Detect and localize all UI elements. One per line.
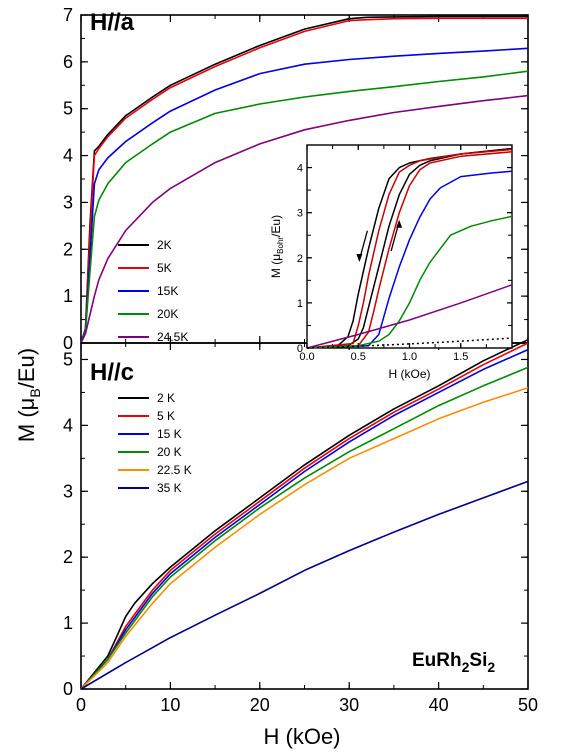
y-axis-title-end: /Eu)	[14, 348, 39, 388]
bottom-series-line-20K	[80, 366, 529, 690]
compound-part-a: EuRh	[412, 650, 462, 671]
top-panel: 0 1 2 3 4 5 6 7 H//a 2K 5K 15K 20K 24.5K	[63, 5, 529, 353]
bottom-series-line-2K	[80, 338, 529, 690]
bottom-x-tick-label: 50	[518, 695, 538, 715]
bottom-x-tick-label: 0	[76, 695, 86, 715]
inset-arrow-head	[396, 219, 403, 228]
inset-y-axis-title-end: /Eu)	[269, 215, 283, 237]
top-y-tick-label: 7	[63, 5, 73, 25]
inset-x-axis-title: H (kOe)	[389, 367, 431, 381]
top-y-tick-label: 5	[63, 99, 73, 119]
inset-x-tick-label: 1.5	[453, 351, 468, 363]
top-series-line-5K	[80, 17, 528, 344]
inset-y-axis-title-sub: Bohr	[276, 237, 285, 254]
y-axis-title: M (μB/Eu)	[14, 348, 43, 442]
y-axis-title-sub: B	[27, 388, 43, 397]
bottom-y-tick-label: 5	[63, 349, 73, 369]
inset-series-line-1	[306, 147, 513, 349]
inset-series-line-6	[306, 284, 513, 349]
inset-y-tick-label: 3	[297, 208, 303, 220]
inset-y-axis-title-main: M (	[269, 261, 283, 278]
bottom-legend-label: 5 K	[157, 409, 175, 423]
bottom-y-tick-label: 0	[63, 679, 73, 699]
bottom-y-tick-label: 2	[63, 547, 73, 567]
bottom-x-tick-label: 30	[339, 695, 359, 715]
inset-series-line-5	[306, 215, 513, 349]
inset-series-line-2	[306, 148, 513, 349]
bottom-x-tick-label: 20	[250, 695, 270, 715]
bottom-x-tick-label: 40	[429, 695, 449, 715]
bottom-legend-label: 35 K	[157, 481, 182, 495]
bottom-x-tick-label: 10	[160, 695, 180, 715]
top-legend-label: 24.5K	[157, 330, 188, 344]
compound-part-c: Si	[469, 650, 487, 671]
inset-x-tick-label: 0.5	[351, 351, 366, 363]
inset-x-tick-label: 1.0	[402, 351, 417, 363]
inset-series-line-7	[306, 337, 513, 349]
bottom-series-line-5K	[80, 342, 529, 690]
compound-part-d: 2	[487, 659, 495, 675]
bottom-panel-label: H//c	[90, 359, 134, 386]
top-series-line-20K	[80, 70, 529, 344]
bottom-series-line-35K	[80, 480, 529, 690]
bottom-series-line-15K	[80, 348, 529, 690]
top-series-line-15K	[80, 47, 529, 344]
bottom-y-tick-label: 4	[63, 415, 73, 435]
y-axis-title-main: M (	[14, 410, 39, 442]
compound-label: EuRh2Si2	[412, 650, 495, 675]
top-legend-label: 15K	[157, 284, 178, 298]
bottom-series-line-22p5K	[80, 387, 529, 690]
inset-y-tick-label: 2	[297, 253, 303, 265]
y-axis-title-mu: μ	[14, 398, 39, 411]
top-y-tick-label: 1	[63, 286, 73, 306]
bottom-legend-label: 15 K	[157, 427, 182, 441]
bottom-legend-label: 2 K	[157, 391, 175, 405]
top-legend-label: 5K	[157, 261, 172, 275]
top-series-line-24p5K	[80, 94, 529, 344]
inset-y-tick-label: 0	[297, 343, 303, 355]
top-y-tick-label: 2	[63, 239, 73, 259]
svg-text:M (μB/Eu): M (μB/Eu)	[14, 348, 43, 442]
top-panel-label: H//a	[90, 9, 135, 36]
inset-y-tick-label: 4	[297, 163, 303, 175]
bottom-y-tick-label: 3	[63, 481, 73, 501]
compound-part-b: 2	[462, 659, 470, 675]
top-y-tick-label: 4	[63, 146, 73, 166]
inset-background	[307, 145, 512, 348]
x-axis-title: H (kOe)	[264, 724, 341, 749]
top-y-tick-label: 3	[63, 192, 73, 212]
bottom-legend-label: 20 K	[157, 445, 182, 459]
inset-y-axis-title-mu: μ	[269, 254, 283, 261]
inset-y-axis-title: M (μBohr/Eu)	[269, 215, 285, 278]
inset-y-tick-label: 1	[297, 298, 303, 310]
top-y-tick-label: 0	[63, 333, 73, 353]
top-legend-label: 2K	[157, 238, 172, 252]
inset-panel: 0 1 2 3 4 0.0 0.5 1.0 1.5 H (kOe) M (μBohr/Eu)	[269, 144, 513, 381]
inset-series-line-3	[306, 151, 513, 349]
top-legend-label: 20K	[157, 307, 178, 321]
inset-series-line-4	[306, 170, 513, 349]
inset-y-axis-title-text: M (μBohr/Eu)	[269, 215, 285, 278]
inset-x-tick-label: 0.0	[299, 351, 314, 363]
bottom-legend-label: 22.5 K	[157, 463, 192, 477]
inset-arrow-head	[356, 254, 363, 263]
top-y-tick-label: 6	[63, 52, 73, 72]
bottom-y-tick-label: 1	[63, 613, 73, 633]
